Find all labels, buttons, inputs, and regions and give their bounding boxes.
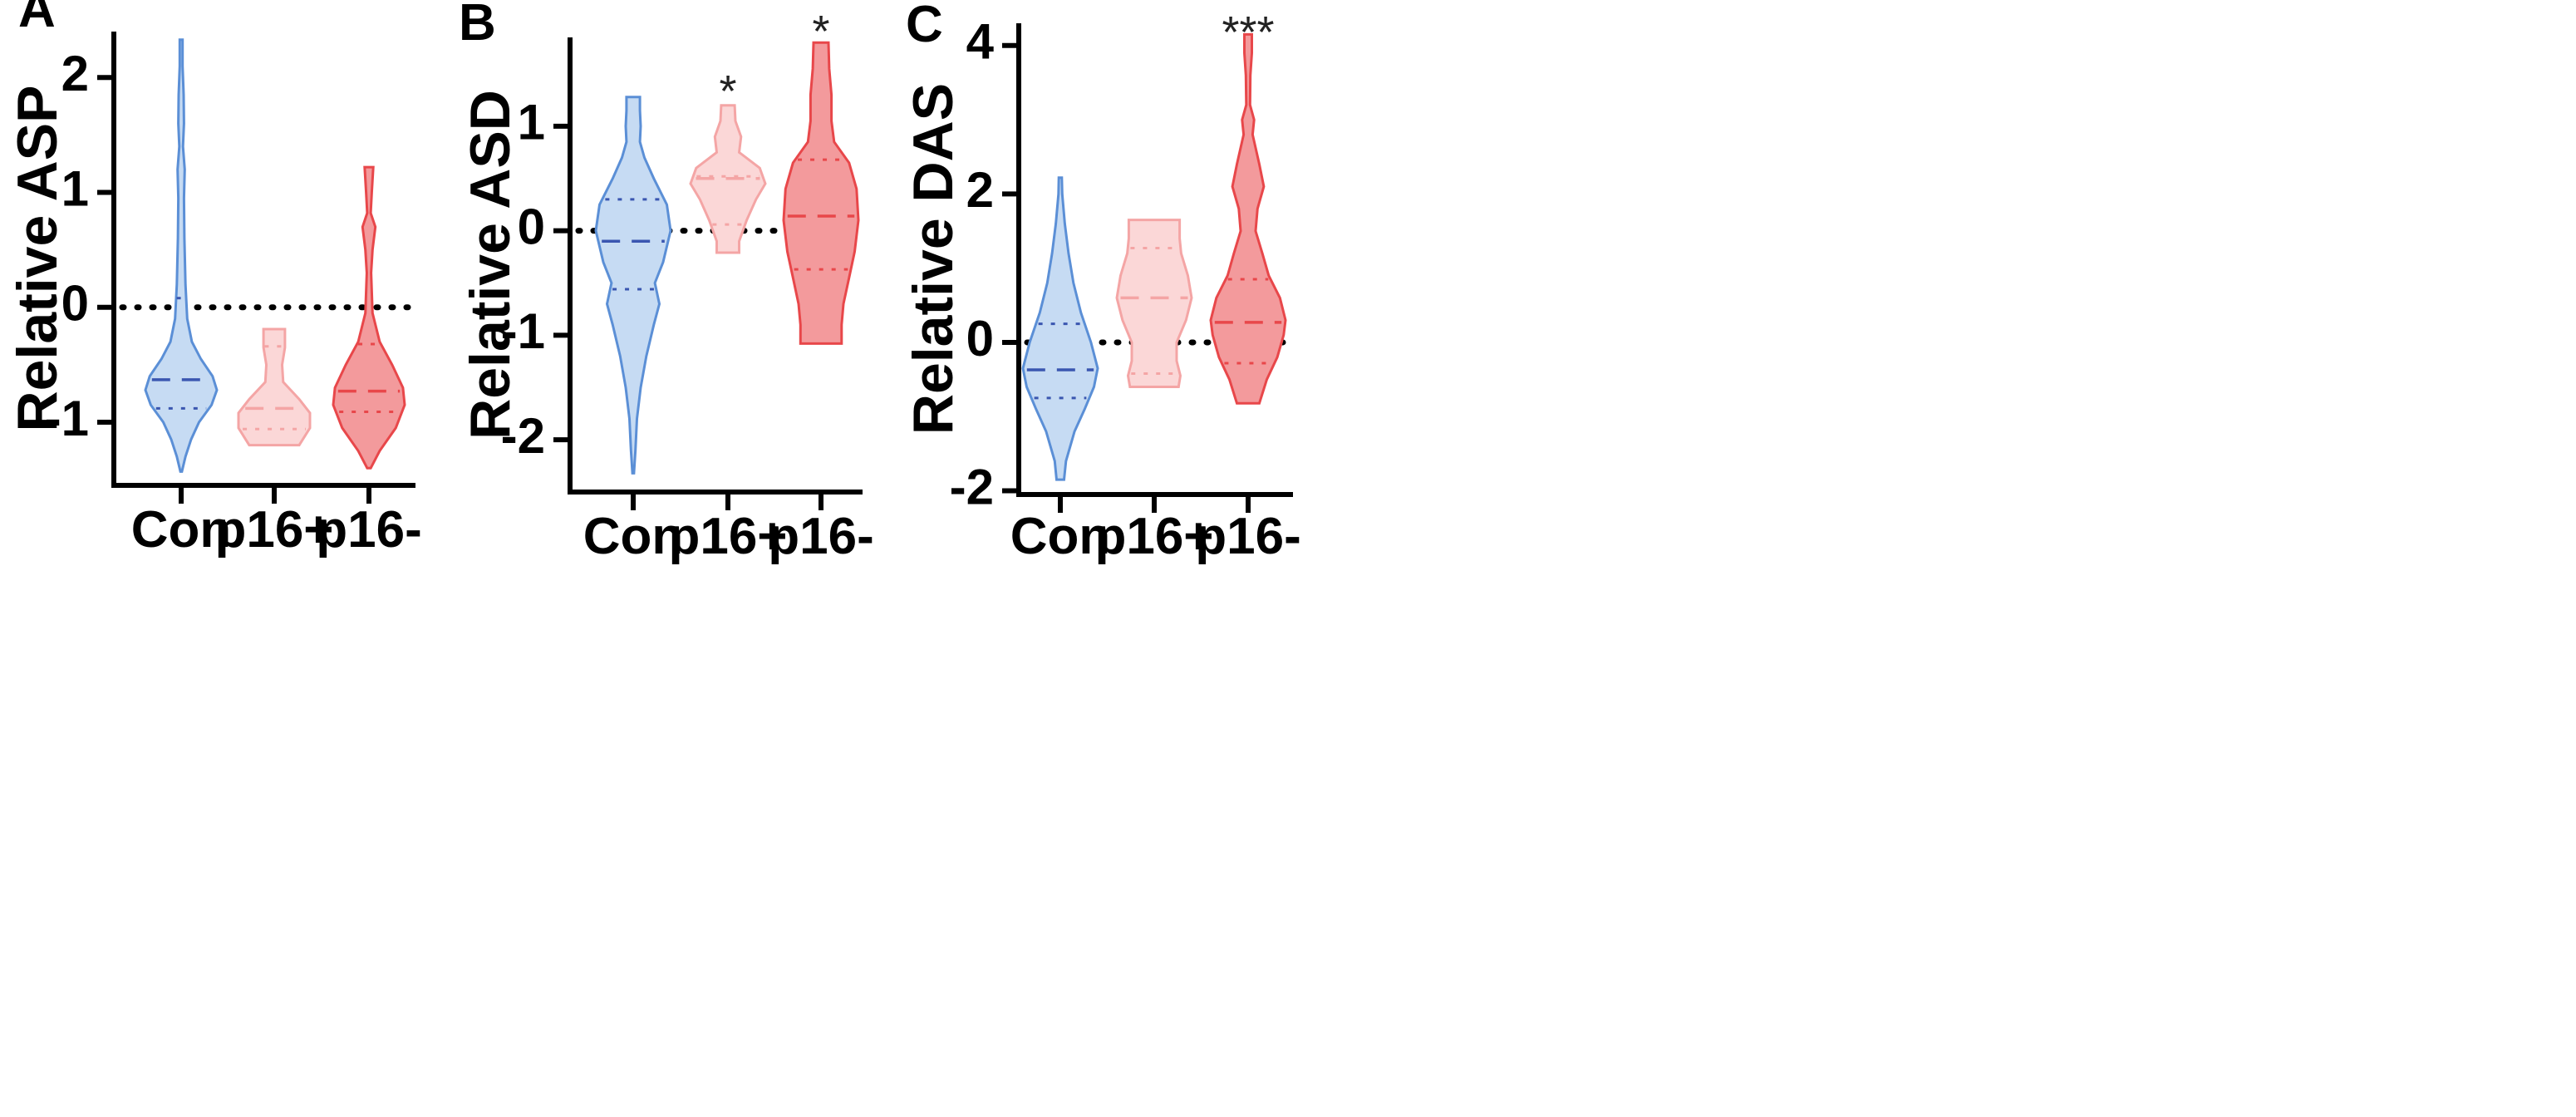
y-tick-label: 1: [61, 160, 89, 216]
y-axis-label: Relative ASD: [459, 90, 522, 440]
y-tick-label: -1: [45, 391, 89, 446]
significance-label: *: [812, 7, 829, 57]
y-axis-label: Relative ASP: [6, 86, 69, 432]
x-category-label: p16-: [1195, 508, 1300, 565]
x-category-label: p16+: [668, 508, 787, 565]
y-tick-label: 2: [61, 46, 89, 101]
y-axis-label: Relative DAS: [902, 83, 965, 435]
panel-letter: C: [906, 0, 943, 53]
violin-p16-: [1209, 32, 1287, 405]
violin-body: [332, 165, 406, 470]
y-tick-label: 4: [966, 14, 995, 70]
y-tick-label: 2: [966, 162, 994, 218]
y-tick-label: -1: [501, 303, 545, 359]
violin-p16-: [332, 165, 406, 470]
violin-body: [594, 96, 672, 475]
x-category-label: p16+: [214, 501, 333, 558]
x-category-label: Con: [583, 508, 684, 565]
violin-p16-: [782, 41, 860, 345]
panel-letter: A: [18, 0, 56, 38]
violin-p16+: [1115, 219, 1193, 388]
panel-letter: B: [459, 0, 496, 52]
violin-p16+: [689, 104, 767, 254]
x-category-label: p16-: [316, 501, 421, 558]
y-tick-label: 0: [61, 276, 89, 332]
violin-Con: [594, 96, 672, 475]
significance-label: *: [719, 66, 736, 116]
y-tick-label: 1: [518, 95, 545, 150]
violin-body: [1209, 32, 1287, 405]
violin-p16+: [237, 327, 312, 447]
violin-Con: [1021, 176, 1099, 481]
violin-Con: [144, 38, 219, 473]
y-tick-label: 0: [966, 311, 994, 367]
violin-body: [782, 41, 860, 345]
significance-label: ***: [1222, 7, 1274, 57]
violin-body: [1021, 176, 1099, 481]
x-category-label: Con: [1010, 508, 1111, 565]
y-tick-label: -2: [501, 408, 545, 464]
x-category-label: Con: [131, 501, 232, 558]
y-tick-label: 0: [518, 199, 545, 254]
violin-body: [144, 38, 219, 473]
violin-body: [237, 327, 312, 447]
x-category-label: p16-: [768, 508, 873, 565]
x-category-label: p16+: [1094, 508, 1213, 565]
y-tick-label: -2: [950, 459, 994, 514]
violin-body: [1115, 219, 1193, 388]
